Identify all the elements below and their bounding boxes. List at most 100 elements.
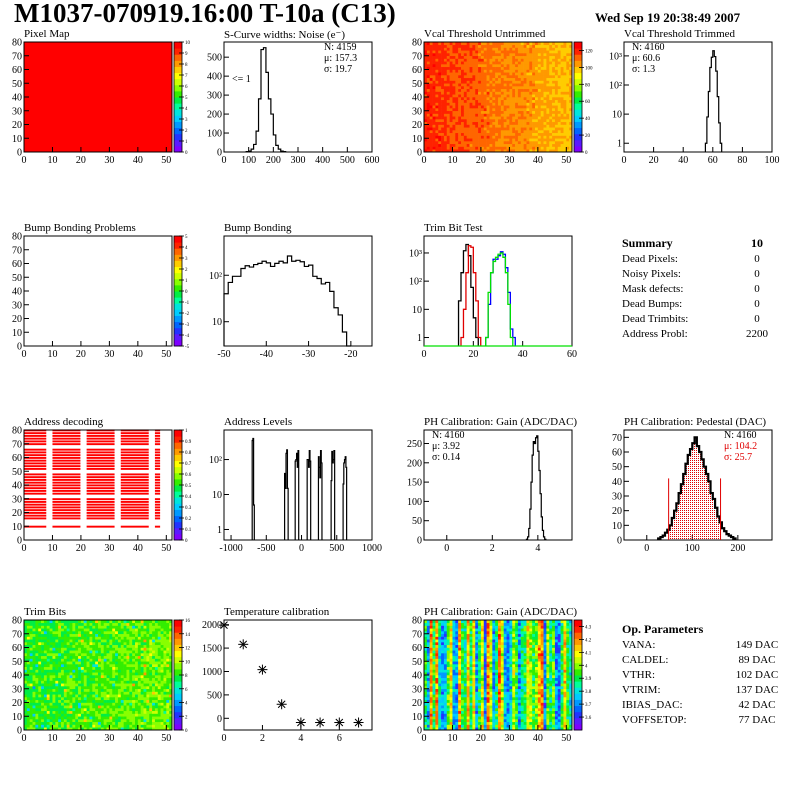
- address-block: [52, 435, 80, 437]
- x-tick-label: 0: [222, 155, 227, 166]
- x-tick-label: 10: [47, 155, 57, 166]
- colorbar-label: 5: [185, 235, 188, 240]
- colorbar-cell: [174, 242, 182, 249]
- chart-title: Bump Bonding Problems: [24, 222, 136, 234]
- colorbar-label: 2: [185, 129, 188, 134]
- y-tick-label: 20: [412, 120, 422, 131]
- op-param-value: 102 DAC: [732, 668, 782, 683]
- op-param-label: VTRIM:: [622, 683, 732, 698]
- colorbar-cell: [574, 724, 582, 731]
- heatmap-cells: [424, 42, 572, 152]
- colorbar-cell: [574, 97, 582, 104]
- x-tick-label: 0: [22, 155, 27, 166]
- peak: [343, 457, 347, 540]
- y-tick-label: 60: [12, 65, 22, 76]
- colorbar-cell: [574, 687, 582, 694]
- colorbar-label: 4: [585, 664, 588, 669]
- address-block: [155, 438, 160, 440]
- colorbar-label: 0.9: [185, 440, 192, 445]
- colorbar-cell: [574, 60, 582, 67]
- address-block: [155, 454, 160, 456]
- x-tick-label: 400: [315, 155, 330, 166]
- x-tick-label: 2: [260, 733, 265, 744]
- address-block: [87, 476, 115, 478]
- address-block: [87, 490, 115, 492]
- scatter-point: [257, 665, 267, 675]
- y-tick-label: 50: [12, 79, 22, 90]
- address-block: [87, 484, 115, 486]
- colorbar-cell: [574, 103, 582, 110]
- y-tick-label: 10: [12, 712, 22, 723]
- address-block: [52, 484, 80, 486]
- y-tick-label: 40: [612, 477, 622, 488]
- colorbar-label: 4: [185, 702, 188, 707]
- colorbar-label: 20: [585, 134, 591, 139]
- colorbar-cell: [174, 79, 182, 86]
- y-tick-label: 80: [12, 616, 22, 627]
- x-tick-label: 100: [685, 543, 700, 554]
- x-tick-label: 50: [161, 155, 171, 166]
- address-block: [121, 515, 149, 517]
- summary-label: Dead Pixels:: [622, 252, 732, 267]
- x-tick-label: 20: [468, 349, 478, 360]
- address-block: [52, 517, 80, 519]
- colorbar-label: 16: [185, 619, 191, 624]
- y-tick-label: 0: [417, 726, 422, 737]
- colorbar-cell: [174, 303, 182, 310]
- address-block: [52, 479, 80, 481]
- op-param-row: VTHR:102 DAC: [622, 668, 782, 683]
- address-block: [24, 473, 46, 475]
- address-block: [52, 449, 80, 451]
- x-tick-label: 100: [765, 155, 780, 166]
- stat-label: N: 4160: [632, 42, 665, 53]
- address-block: [52, 512, 80, 514]
- colorbar-cell: [174, 497, 182, 504]
- colorbar-label: 2: [185, 715, 188, 720]
- address-block: [121, 476, 149, 478]
- address-block: [52, 515, 80, 517]
- address-block: [24, 440, 46, 442]
- summary-row: Dead Trimbits:0: [622, 312, 782, 327]
- op-param-value: 149 DAC: [732, 638, 782, 653]
- address-block: [155, 517, 160, 519]
- address-block: [24, 468, 46, 470]
- x-tick-label: 40: [133, 543, 143, 554]
- address-block: [52, 462, 80, 464]
- op-param-value: 89 DAC: [732, 653, 782, 668]
- address-block: [24, 454, 46, 456]
- address-block: [121, 490, 149, 492]
- address-block: [155, 468, 160, 470]
- address-block: [155, 484, 160, 486]
- address-block: [52, 509, 80, 511]
- x-tick-label: 0: [222, 733, 227, 744]
- colorbar-cell: [574, 115, 582, 122]
- summary-row: Noisy Pixels:0: [622, 267, 782, 282]
- x-tick-label: 200: [266, 155, 281, 166]
- date-stamp: Wed Sep 19 20:38:49 2007: [595, 10, 740, 26]
- address-block: [87, 506, 115, 508]
- peak: [285, 450, 289, 540]
- colorbar-cell: [174, 632, 182, 639]
- y-tick-label: 30: [12, 300, 22, 311]
- address-block: [52, 487, 80, 489]
- colorbar-cell: [574, 706, 582, 713]
- stat-label: μ: 3.92: [432, 441, 460, 452]
- y-tick-label: 0: [417, 148, 422, 159]
- series-trim-green: [486, 253, 513, 346]
- colorbar-cell: [174, 706, 182, 713]
- stat-label: μ: 60.6: [632, 53, 660, 64]
- address-block: [155, 490, 160, 492]
- colorbar-cell: [574, 644, 582, 651]
- address-block: [121, 440, 149, 442]
- colorbar-label: 0: [185, 729, 188, 734]
- address-block: [121, 432, 149, 434]
- y-tick-label: 60: [12, 453, 22, 464]
- peak: [307, 451, 311, 540]
- address-block: [121, 457, 149, 459]
- colorbar-cell: [574, 657, 582, 664]
- address-block: [155, 473, 160, 475]
- address-block: [87, 468, 115, 470]
- y-tick-label: 40: [12, 287, 22, 298]
